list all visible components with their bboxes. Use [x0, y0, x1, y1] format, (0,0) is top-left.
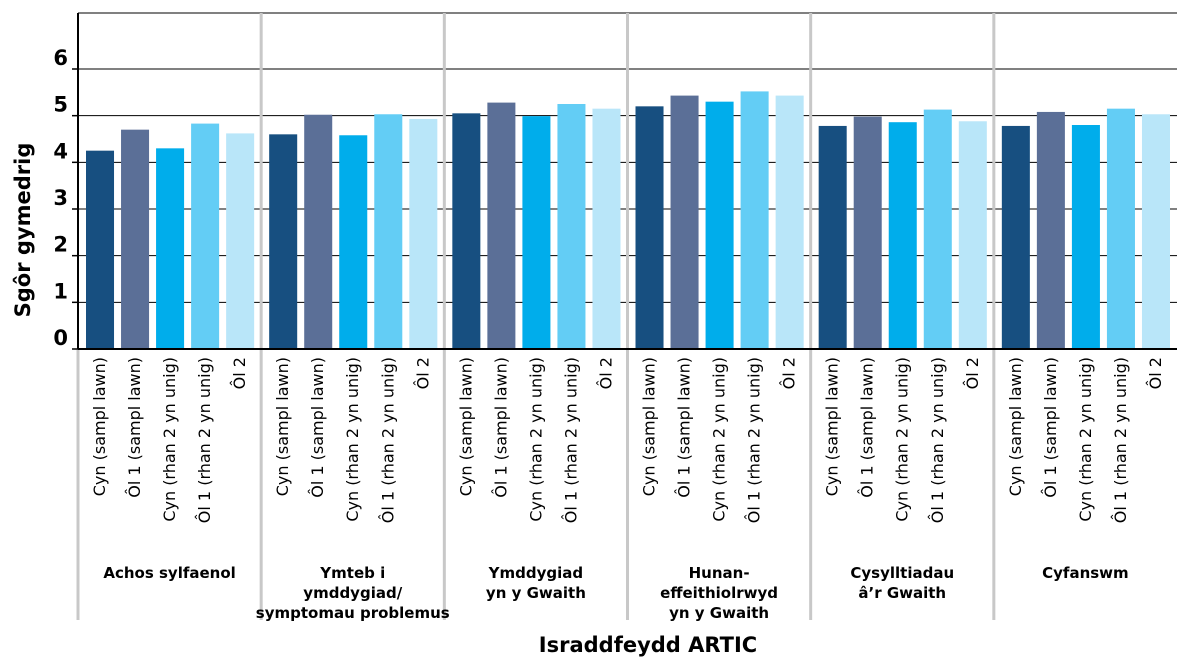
bar [269, 134, 298, 349]
group-label-line: Ymddygiad [488, 564, 583, 582]
bar [557, 104, 586, 349]
x-tick-label: Ôl 2 [413, 357, 432, 389]
bar [86, 150, 115, 349]
x-tick-label: Cyn (sampl lawn) [1006, 357, 1025, 496]
x-tick-label: Ôl 1 (rhan 2 yn unig) [1111, 357, 1130, 523]
y-tick-label: 5 [53, 93, 68, 117]
x-tick-label: Cyn (rhan 2 yn unig) [1076, 357, 1095, 522]
bar [1001, 125, 1030, 349]
bar [452, 113, 481, 349]
bar [923, 109, 952, 349]
bar [635, 106, 664, 349]
x-tick-label: Cyn (rhan 2 yn unig) [160, 357, 179, 522]
bar [191, 123, 220, 349]
group-labels: Achos sylfaenol Ymteb i ymddygiad/symptoma… [103, 564, 1128, 622]
y-axis-label: Sgôr gymedrig [11, 143, 35, 318]
bar [121, 129, 150, 349]
x-tick-label: Cyn (sampl lawn) [823, 357, 842, 496]
bar [156, 148, 185, 349]
bar [1106, 108, 1135, 350]
bar [374, 114, 403, 350]
bar [226, 133, 255, 349]
x-tick-label: Ôl 1 (sampl lawn) [858, 357, 877, 498]
bar [888, 122, 917, 349]
group-label-line: ymddygiad/ [303, 584, 402, 602]
x-tick-label: Ôl 1 (rhan 2 yn unig) [378, 357, 397, 523]
x-tick-label: Ôl 2 [963, 357, 982, 389]
group-label-line: Achos sylfaenol [103, 564, 235, 582]
y-tick-label: 0 [53, 326, 68, 350]
x-tick-label: Ôl 1 (rhan 2 yn unig) [195, 357, 214, 523]
y-tick-labels: 0 1 2 3 4 5 6 [53, 46, 78, 350]
x-tick-label: Ôl 1 (sampl lawn) [1041, 357, 1060, 498]
bar [705, 101, 734, 350]
y-tick-label: 1 [53, 279, 68, 303]
bar [1141, 114, 1170, 350]
bar [1071, 125, 1100, 349]
group-label-line: Ymteb i [319, 564, 385, 582]
bar [853, 116, 882, 349]
bar [487, 102, 516, 349]
x-tick-label: Ôl 1 (rhan 2 yn unig) [928, 357, 947, 523]
group-label: Achos sylfaenol [103, 564, 235, 582]
x-tick-label: Ôl 1 (sampl lawn) [675, 357, 694, 498]
group-label: Ymddygiad yn y Gwaith [486, 564, 586, 602]
group-label: Cyfanswm [1042, 564, 1129, 582]
group-label-line: symptomau problemus [256, 604, 450, 622]
x-tick-label: Cyn (rhan 2 yn unig) [343, 357, 362, 522]
bar [304, 114, 333, 349]
x-tick-label: Ôl 2 [1146, 357, 1165, 389]
bar [740, 91, 769, 350]
x-axis-label: Israddfeydd ARTIC [539, 633, 757, 657]
x-tick-label: Ôl 2 [230, 357, 249, 389]
bar [592, 108, 621, 350]
bar [522, 116, 551, 349]
x-tick-label: Cyn (sampl lawn) [90, 357, 109, 496]
bar [1036, 111, 1065, 349]
bar [818, 125, 847, 349]
group-separators [76, 13, 996, 620]
y-tick-label: 6 [53, 46, 68, 70]
x-tick-label: Ôl 2 [780, 357, 799, 389]
y-tick-label: 4 [53, 139, 68, 163]
x-tick-label: Cyn (sampl lawn) [456, 357, 475, 496]
x-tick-label: Ôl 1 (sampl lawn) [491, 357, 510, 498]
group-label-line: Cysylltiadau [850, 564, 954, 582]
group-label-line: effeithiolrwyd [660, 584, 778, 602]
group-label-line: yn y Gwaith [669, 604, 769, 622]
bar [670, 95, 699, 349]
group-label-line: yn y Gwaith [486, 584, 586, 602]
x-tick-label: Ôl 1 (sampl lawn) [125, 357, 144, 498]
bars [86, 91, 1170, 350]
bar [339, 135, 368, 349]
group-label-line: Hunan- [689, 564, 750, 582]
x-tick-label: Cyn (rhan 2 yn unig) [526, 357, 545, 522]
x-tick-label: Cyn (rhan 2 yn unig) [893, 357, 912, 522]
group-label-line: Cyfanswm [1042, 564, 1129, 582]
group-label: Cysylltiadau â’r Gwaith [850, 564, 954, 602]
group-label-line: â’r Gwaith [858, 584, 946, 602]
bar [775, 95, 804, 349]
x-tick-label: Cyn (rhan 2 yn unig) [710, 357, 729, 522]
x-tick-label: Cyn (sampl lawn) [273, 357, 292, 496]
x-tick-label: Cyn (sampl lawn) [640, 357, 659, 496]
y-tick-label: 3 [53, 186, 68, 210]
group-label: Ymteb i ymddygiad/symptomau problemus [256, 564, 450, 622]
x-tick-label: Ôl 1 (rhan 2 yn unig) [745, 357, 764, 523]
x-tick-label: Ôl 2 [596, 357, 615, 389]
x-tick-label: Ôl 1 (sampl lawn) [308, 357, 327, 498]
x-tick-labels: Cyn (sampl lawn) Ôl 1 (sampl lawn) Cyn (rh… [90, 357, 1165, 523]
y-tick-label: 2 [53, 233, 68, 257]
x-tick-label: Ôl 1 (rhan 2 yn unig) [561, 357, 580, 523]
bar [958, 121, 987, 350]
group-label: Hunan-effeithiolrwyd yn y Gwaith [660, 564, 778, 622]
bar [409, 118, 438, 349]
